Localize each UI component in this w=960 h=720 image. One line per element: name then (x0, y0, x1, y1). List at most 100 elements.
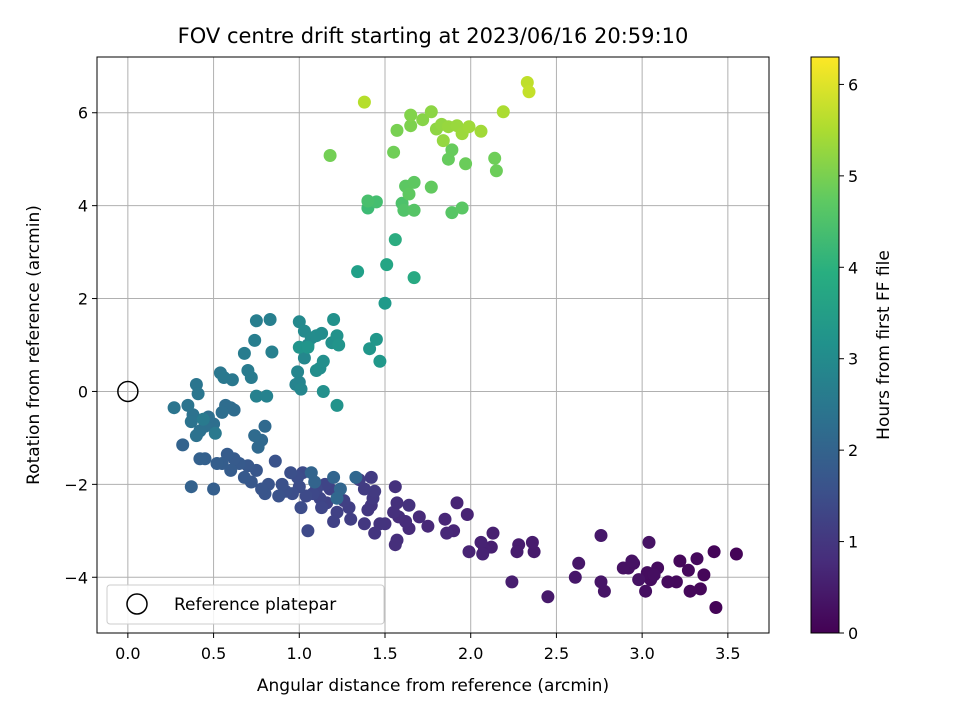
data-point (397, 203, 411, 217)
colorbar-ticks: 0 1 2 3 4 5 6 (839, 75, 858, 643)
data-point (255, 482, 269, 496)
data-point (237, 346, 251, 360)
data-point (404, 119, 418, 133)
data-point (709, 601, 723, 614)
data-point (445, 206, 459, 220)
x-tick-label: 3.0 (629, 644, 654, 663)
data-point (294, 501, 308, 515)
data-point (210, 457, 224, 470)
data-point (390, 496, 404, 510)
data-point (368, 484, 382, 498)
data-point (486, 526, 500, 540)
colorbar-tick-label: 6 (848, 75, 858, 94)
data-point (681, 563, 695, 577)
data-point (522, 85, 536, 99)
data-point (388, 538, 402, 552)
legend-label: Reference platepar (174, 595, 336, 615)
data-point (407, 175, 421, 189)
data-point (327, 470, 341, 484)
data-point (474, 535, 488, 549)
data-point (572, 556, 586, 570)
data-point (388, 480, 402, 494)
x-axis-label: Angular distance from reference (arcmin) (257, 676, 609, 696)
data-point (275, 477, 289, 491)
data-point (323, 149, 337, 162)
data-point (316, 385, 330, 398)
data-point (693, 582, 707, 596)
data-point (460, 508, 474, 521)
data-point (248, 429, 262, 443)
data-point (690, 552, 704, 566)
data-point (459, 157, 473, 171)
data-point (191, 387, 205, 401)
data-point (616, 561, 630, 575)
data-point (697, 568, 711, 582)
data-point (260, 389, 274, 403)
data-point (181, 398, 195, 412)
data-point (407, 203, 421, 217)
legend-box (106, 584, 385, 625)
y-tick-label: 2 (78, 290, 88, 309)
x-tick-label: 1.0 (287, 644, 312, 663)
chart-title: FOV centre drift starting at 2023/06/16 … (178, 24, 689, 48)
data-point (268, 454, 282, 468)
reference-point (117, 380, 139, 403)
data-point (330, 491, 344, 505)
data-point (476, 547, 490, 561)
colorbar-tick-label: 4 (848, 258, 858, 277)
data-point (369, 332, 383, 346)
x-tick-label: 0.0 (115, 644, 140, 663)
data-point (632, 573, 646, 587)
data-point (450, 496, 464, 510)
legend-marker (126, 593, 148, 615)
data-point (330, 398, 344, 412)
data-point (496, 105, 510, 119)
data-point (167, 401, 181, 415)
data-point (294, 382, 308, 396)
data-point (251, 440, 265, 454)
data-point (258, 419, 272, 433)
data-point (541, 590, 555, 604)
data-point (349, 470, 363, 484)
data-point (455, 201, 469, 215)
data-point (315, 326, 329, 340)
data-point (315, 501, 329, 515)
data-point (647, 568, 661, 582)
data-point (176, 438, 190, 452)
data-point (378, 296, 392, 310)
data-point (488, 151, 502, 165)
data-point (505, 575, 519, 589)
grid (97, 57, 769, 633)
data-point (373, 354, 387, 368)
data-point (327, 515, 341, 528)
data-point (489, 164, 503, 178)
y-tick-label: −4 (64, 568, 88, 587)
data-point (316, 354, 330, 368)
data-point (368, 526, 382, 540)
data-point (225, 373, 239, 387)
data-point (445, 143, 459, 157)
x-tick-label: 2.0 (458, 644, 483, 663)
data-point (673, 554, 687, 568)
data-point (344, 512, 358, 526)
data-point (568, 570, 582, 584)
colorbar-label: Hours from first FF file (874, 250, 894, 440)
colorbar-tick-label: 2 (848, 441, 858, 460)
data-point (402, 187, 416, 201)
data-point (661, 575, 675, 589)
data-point (265, 345, 279, 359)
reference-marker (117, 380, 139, 403)
colorbar-tick-label: 1 (848, 533, 858, 552)
data-point (729, 547, 743, 561)
data-point (364, 470, 378, 484)
data-point (304, 466, 318, 480)
data-point (301, 340, 315, 354)
colorbar-gradient (810, 56, 840, 634)
data-point (207, 482, 221, 496)
data-point (361, 194, 375, 208)
data-point (525, 535, 539, 549)
data-point (594, 575, 608, 589)
data-point (297, 351, 311, 365)
data-point (402, 498, 416, 512)
